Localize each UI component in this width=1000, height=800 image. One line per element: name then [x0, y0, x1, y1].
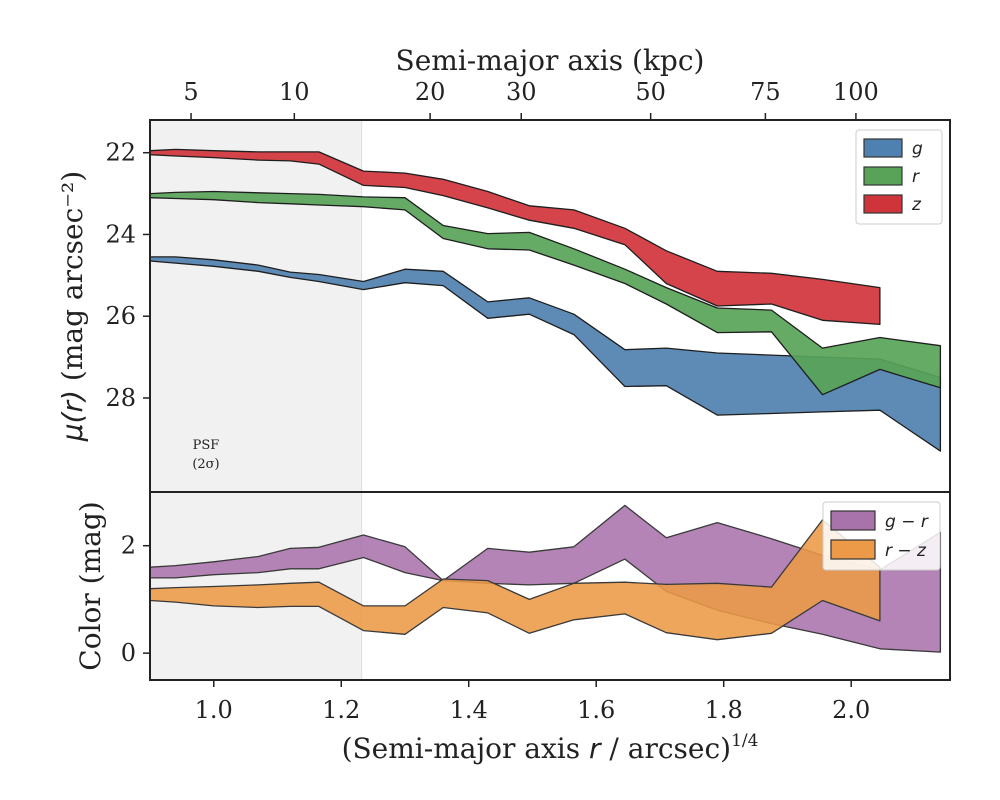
top-x-tick-label: 100	[833, 78, 879, 106]
y-tick-label: 26	[105, 302, 136, 330]
psf-shaded-region-top	[149, 119, 363, 493]
color-y-tick-label: 0	[121, 639, 136, 667]
psf-sigma-label: (2σ)	[192, 457, 219, 472]
legend-surface-brightness: grz	[855, 129, 943, 225]
band-g	[149, 256, 942, 452]
x-tick-label: 1.6	[577, 696, 615, 724]
y-tick-label: 22	[105, 139, 136, 167]
psf-label: PSF	[193, 438, 220, 453]
top-x-tick-label: 50	[635, 78, 666, 106]
x-tick-label: 1.0	[195, 696, 233, 724]
legend-label-g: g	[912, 139, 923, 159]
legend-label-r: r	[912, 167, 920, 187]
top-x-tick-label: 75	[750, 78, 781, 106]
bottom-panel-frame	[149, 491, 951, 681]
y-tick-label: 24	[105, 220, 136, 248]
bottom-y-axis-title: Color (mag)	[74, 501, 107, 670]
top-x-tick-label: 5	[183, 78, 198, 106]
legend-label-rz: r − z	[885, 541, 927, 561]
color-panel: 0 2 1.0 1.2 1.4 1.6 1.8 2.0 g − r r − z	[121, 491, 951, 724]
legend-swatch-z	[863, 194, 903, 214]
top-y-axis-title: μ(r) (mag arcsec⁻²)	[56, 171, 89, 442]
x-tick-label: 1.8	[705, 696, 743, 724]
x-tick-label: 1.4	[450, 696, 488, 724]
x-tick-label: 2.0	[832, 696, 870, 724]
legend-swatch-r	[863, 166, 903, 186]
top-axis-title: Semi-major axis (kpc)	[396, 44, 705, 77]
legend-color: g − r r − z	[822, 501, 941, 571]
color-y-tick-label: 2	[121, 532, 136, 560]
legend-swatch-rz	[830, 539, 876, 560]
legend-label-z: z	[911, 195, 922, 215]
top-x-tick-label: 30	[506, 78, 537, 106]
top-x-tick-label: 20	[415, 78, 446, 106]
band-r	[149, 190, 942, 396]
band-z	[149, 148, 881, 326]
legend-swatch-g	[863, 138, 903, 158]
top-x-tick-label: 10	[279, 78, 310, 106]
bottom-x-axis-title: (Semi-major axis r / arcsec)1/4	[342, 731, 759, 765]
legend-label-gr: g − r	[885, 512, 929, 532]
y-tick-label: 28	[105, 384, 136, 412]
x-tick-label: 1.2	[322, 696, 360, 724]
legend-swatch-gr	[830, 510, 876, 531]
surface-brightness-panel: 22 24 26 28 5 10 20 30 50 75 100 PSF (2σ) grz	[105, 78, 951, 493]
